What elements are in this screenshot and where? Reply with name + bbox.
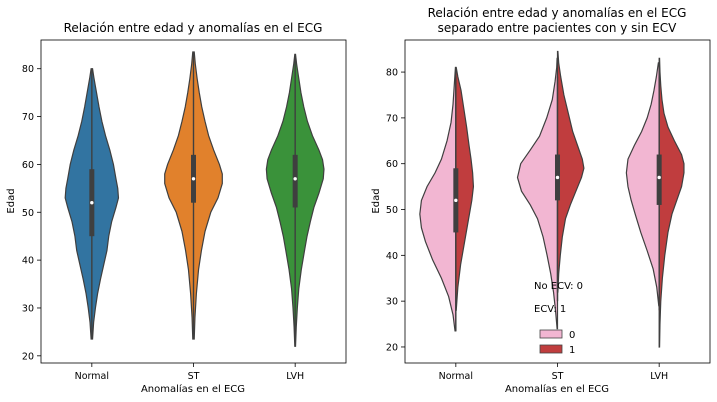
right-y-tick-label-20: 20 [386, 342, 398, 353]
legend-label-0: 0 [569, 330, 575, 341]
right-y-tick-label-70: 70 [386, 113, 398, 124]
left-x-axis-ticks: Normal ST LVH [75, 363, 304, 382]
right-violin-st-left-half [516, 57, 559, 330]
legend-swatch-0 [539, 329, 563, 339]
left-violin-lvh [265, 53, 325, 347]
left-y-axis-ticks: 20 30 40 50 60 70 80 [22, 64, 41, 362]
right-violin-normal [419, 66, 475, 332]
left-y-tick-label-20: 20 [22, 351, 34, 362]
left-y-tick-label-60: 60 [22, 160, 34, 171]
legend-annotation-ecv: ECV: 1 [534, 304, 566, 315]
right-y-axis-ticks: 20 30 40 50 60 70 80 [386, 68, 405, 353]
right-violin-st [516, 50, 585, 330]
right-y-tick-label-60: 60 [386, 159, 398, 170]
right-x-axis-ticks: Normal ST LVH [439, 363, 668, 382]
left-violins [64, 51, 325, 347]
left-y-tick-label-30: 30 [22, 303, 34, 314]
left-y-tick-label-40: 40 [22, 256, 34, 267]
right-chart-title-line-1: Relación entre edad y anomalías en el EC… [428, 6, 687, 20]
left-x-tick-label-normal: Normal [75, 371, 109, 382]
left-violin-st-median [191, 177, 196, 181]
left-violin-normal-median [90, 200, 94, 205]
left-y-axis-label: Edad [6, 188, 17, 213]
left-violin-lvh-median [293, 177, 297, 181]
left-violin-st [164, 51, 223, 340]
left-chart-title: Relación entre edad y anomalías en el EC… [64, 21, 323, 35]
right-violin-lvh-iqr-box [656, 154, 662, 205]
right-violin-st-right-half [556, 50, 585, 293]
right-y-tick-label-40: 40 [386, 251, 398, 262]
right-y-tick-label-50: 50 [386, 205, 398, 216]
right-x-tick-label-st: ST [552, 371, 564, 382]
left-y-tick-label-80: 80 [22, 64, 34, 75]
right-violin-lvh-right-half [658, 57, 685, 348]
left-x-tick-label-st: ST [188, 371, 200, 382]
legend-annotation-no-ecv: No ECV: 0 [534, 281, 583, 292]
legend-swatch-1 [539, 344, 563, 354]
right-violin-lvh-median [657, 175, 661, 180]
left-violin-lvh-iqr-box [292, 154, 298, 208]
right-violin-plot: Relación entre edad y anomalías en el EC… [371, 6, 711, 395]
right-violin-normal-median [454, 198, 458, 203]
left-x-tick-label-lvh: LVH [286, 371, 304, 382]
left-y-tick-label-70: 70 [22, 112, 34, 123]
right-axes-frame [404, 39, 711, 364]
left-x-axis-label: Anomalías en el ECG [141, 383, 245, 395]
right-violin-lvh-left-half [625, 62, 660, 307]
right-violins [419, 50, 685, 348]
right-chart-title-line-2: separado entre pacientes con y sin ECV [438, 21, 678, 35]
right-x-axis-label: Anomalías en el ECG [505, 383, 609, 395]
right-violin-normal-right-half [455, 66, 475, 311]
right-x-tick-label-normal: Normal [439, 371, 473, 382]
legend-label-1: 1 [569, 345, 575, 356]
left-violin-normal [64, 68, 120, 340]
right-violin-st-median [555, 175, 560, 180]
right-legend: No ECV: 0 ECV: 1 0 1 [534, 281, 583, 356]
left-violin-plot: Relación entre edad y anomalías en el EC… [6, 21, 347, 395]
left-y-tick-label-50: 50 [22, 208, 34, 219]
right-y-tick-label-80: 80 [386, 68, 398, 79]
right-x-tick-label-lvh: LVH [650, 371, 668, 382]
right-violin-normal-left-half [419, 66, 457, 332]
right-violin-lvh [625, 57, 685, 348]
right-y-tick-label-30: 30 [386, 297, 398, 308]
left-axes-frame [40, 39, 347, 364]
right-y-axis-label: Edad [371, 188, 382, 213]
